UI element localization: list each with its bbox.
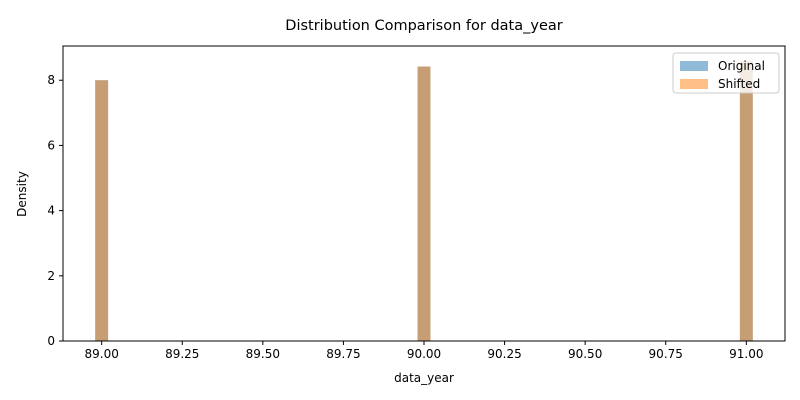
y-tick-label-2: 4: [47, 204, 55, 218]
chart-title: Distribution Comparison for data_year: [285, 18, 562, 34]
x-axis-label: data_year: [394, 371, 454, 385]
y-tick-label-4: 8: [47, 73, 55, 87]
y-tick-label-3: 6: [47, 138, 55, 152]
x-tick-label-2: 89.50: [246, 347, 280, 361]
x-axis: 89.00 89.25 89.50 89.75 90.00 90.25 90.50 90.75…: [84, 341, 764, 361]
y-tick-label-0: 0: [47, 334, 55, 348]
bar-shifted-2: [739, 61, 753, 341]
legend-swatch-shifted: [680, 79, 708, 89]
x-tick-label-1: 89.25: [165, 347, 199, 361]
bar-shifted-0: [95, 80, 109, 341]
y-axis: 0 2 4 6 8: [47, 73, 63, 348]
legend: Original Shifted: [672, 52, 780, 94]
x-tick-label-4: 90.00: [407, 347, 441, 361]
x-tick-label-5: 90.25: [487, 347, 521, 361]
legend-swatch-original: [680, 61, 708, 71]
x-tick-label-3: 89.75: [326, 347, 360, 361]
y-axis-label: Density: [15, 171, 29, 217]
y-tick-label-1: 2: [47, 269, 55, 283]
legend-label-original: Original: [718, 59, 765, 73]
x-tick-label-7: 90.75: [649, 347, 683, 361]
x-tick-label-0: 89.00: [84, 347, 118, 361]
bars-group: [95, 61, 753, 341]
x-tick-label-6: 90.50: [568, 347, 602, 361]
bar-shifted-1: [417, 66, 431, 341]
x-tick-label-8: 91.00: [729, 347, 763, 361]
legend-label-shifted: Shifted: [718, 77, 760, 91]
